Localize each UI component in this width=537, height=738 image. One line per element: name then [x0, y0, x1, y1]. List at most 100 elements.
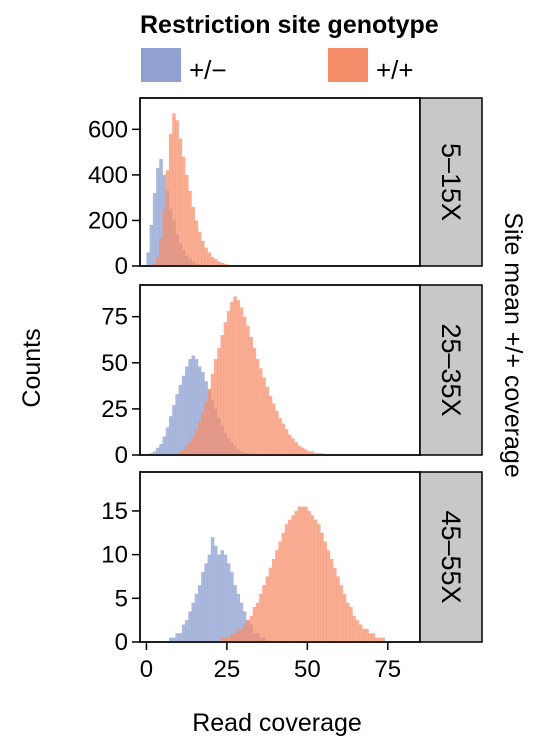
hom-bar — [300, 447, 305, 455]
het-bar — [239, 602, 244, 642]
hom-bar — [252, 607, 257, 642]
het-bar — [204, 563, 208, 642]
het-bar — [197, 585, 202, 642]
hom-bar — [313, 519, 318, 642]
hom-bar — [188, 442, 192, 455]
het-bar — [220, 550, 224, 642]
het-bar — [178, 633, 183, 642]
hom-bar — [317, 524, 321, 642]
het-bar — [233, 585, 237, 642]
hom-bar — [223, 322, 228, 455]
hom-bar — [284, 524, 289, 642]
hom-bar — [223, 637, 228, 642]
y-axis-label: Counts — [18, 328, 46, 407]
hom-bar — [233, 296, 237, 455]
hom-bar — [259, 368, 263, 455]
hom-bar — [294, 442, 299, 455]
hom-bar — [304, 449, 308, 455]
hom-bar — [284, 429, 289, 455]
hom-bar — [336, 576, 340, 642]
het-bar — [201, 572, 205, 642]
facet-strip — [419, 471, 483, 643]
y-tick-label: 600 — [88, 116, 128, 143]
hom-bar — [249, 615, 253, 642]
hom-bar — [188, 190, 192, 266]
facet-strip-label: 25–35X — [436, 323, 466, 416]
het-bar — [230, 572, 234, 642]
hom-bar — [381, 637, 385, 642]
hom-bar — [236, 628, 241, 642]
het-bar — [168, 416, 173, 455]
hom-bar — [307, 510, 311, 642]
het-bar — [191, 602, 196, 642]
het-bar — [223, 554, 228, 642]
hom-bar — [191, 436, 196, 455]
hom-bar — [259, 593, 263, 642]
legend-label-hom: +/+ — [376, 55, 414, 85]
het-bar — [197, 366, 202, 455]
hom-bar — [181, 156, 186, 266]
x-tick-label: 0 — [140, 656, 153, 683]
hom-bar — [333, 567, 337, 642]
hom-bar — [291, 515, 295, 642]
het-bar — [181, 624, 186, 642]
hom-bar — [345, 602, 350, 642]
hom-bar — [230, 301, 234, 455]
het-bar — [149, 225, 154, 266]
hom-bar — [362, 628, 366, 642]
hom-bar — [368, 633, 373, 642]
het-bar — [226, 563, 231, 642]
hom-bar — [226, 637, 231, 642]
x-tick-label: 75 — [374, 656, 401, 683]
legend-label-het: +/− — [189, 55, 227, 85]
y-tick-label: 400 — [88, 162, 128, 189]
hom-bar — [278, 418, 282, 455]
hom-bar — [317, 453, 321, 455]
hom-bar — [255, 359, 260, 455]
hom-bar — [300, 506, 305, 642]
facet-strip — [419, 284, 483, 456]
y-tick-label: 25 — [101, 396, 128, 423]
legend-swatch-hom — [328, 48, 368, 82]
hom-bar — [165, 170, 170, 266]
hom-bar — [168, 133, 173, 266]
hom-bar — [236, 300, 241, 455]
facet-strip-label: 5–15X — [436, 143, 466, 221]
y-tick-label: 0 — [115, 253, 128, 280]
hom-bar — [291, 438, 295, 455]
hom-bar — [210, 256, 215, 266]
y-tick-label: 0 — [115, 629, 128, 656]
hom-bar — [207, 388, 212, 455]
hom-bar — [265, 576, 270, 642]
hom-bar — [365, 628, 369, 642]
hom-bar — [310, 515, 315, 642]
hom-bar — [217, 348, 221, 455]
hom-bar — [220, 262, 224, 266]
y-tick-label: 0 — [115, 442, 128, 469]
hom-bar — [201, 412, 205, 455]
legend-swatch-het — [141, 48, 181, 82]
facet-strip — [419, 97, 483, 267]
hom-bar — [223, 263, 228, 266]
het-bar — [172, 637, 176, 642]
hom-bar — [304, 506, 308, 642]
hom-bar — [185, 174, 189, 266]
het-bar — [214, 545, 218, 642]
het-bar — [194, 593, 199, 642]
hom-bar — [378, 637, 382, 642]
hom-bar — [281, 423, 286, 455]
het-bar — [236, 593, 241, 642]
hom-bar — [197, 231, 202, 266]
hom-bar — [252, 348, 257, 455]
het-bar — [156, 447, 160, 455]
hom-bar — [159, 238, 163, 266]
hom-bar — [226, 311, 231, 455]
hom-bar — [210, 373, 215, 455]
y-tick-label: 200 — [88, 207, 128, 234]
het-bar — [210, 537, 215, 642]
hom-bar — [194, 429, 199, 455]
het-bar — [159, 443, 163, 455]
het-bar — [175, 633, 179, 642]
het-bar — [207, 554, 212, 642]
hom-bar — [239, 628, 244, 642]
